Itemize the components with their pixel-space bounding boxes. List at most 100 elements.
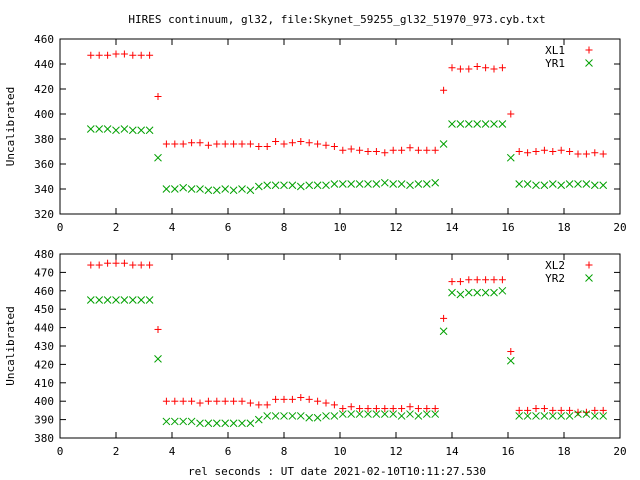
x-tick-label: 10 <box>333 221 346 234</box>
data-point-YR1 <box>565 180 574 188</box>
data-point-YR2 <box>221 419 230 428</box>
data-point-YR2 <box>498 286 507 295</box>
x-tick-label: 16 <box>501 221 514 234</box>
data-point-XL1 <box>95 51 103 59</box>
data-point-YR2 <box>557 412 566 420</box>
data-point-XL2 <box>196 399 204 407</box>
legend-label-XL2: XL2 <box>545 259 565 272</box>
panel-bottom: 0 2 4 6 8 10 12 14 16 18 20 380 390 400 410 420 430 440 45… <box>4 248 627 458</box>
data-point-XL2 <box>431 405 439 413</box>
legend-marker-XL2 <box>585 261 593 269</box>
y-tick-label: 410 <box>34 377 54 390</box>
data-point-YR2 <box>246 419 255 428</box>
data-point-YR1 <box>364 180 372 188</box>
data-point-YR2 <box>162 417 171 426</box>
x-tick-label: 14 <box>445 445 459 458</box>
data-point-YR1 <box>254 182 263 191</box>
y-tick-label: 380 <box>34 133 54 146</box>
data-point-YR1 <box>540 181 549 190</box>
data-point-XL1 <box>347 145 355 153</box>
data-point-XL1 <box>364 148 372 155</box>
data-point-YR1 <box>557 181 566 190</box>
data-point-XL2 <box>540 405 548 413</box>
y-tick-label: 360 <box>34 158 54 171</box>
data-point-YR1 <box>422 180 431 188</box>
legend-marker-YR1 <box>585 59 593 67</box>
data-point-YR2 <box>254 415 263 424</box>
data-point-YR1 <box>473 120 482 128</box>
data-point-YR1 <box>137 126 146 135</box>
data-point-XL1 <box>389 146 397 154</box>
data-point-XL1 <box>566 148 574 155</box>
data-point-XL2 <box>129 261 137 269</box>
data-point-XL2 <box>356 405 364 413</box>
data-point-YR1 <box>112 126 120 135</box>
data-point-XL2 <box>255 401 263 409</box>
data-point-XL1 <box>204 141 212 149</box>
data-point-XL2 <box>314 397 322 405</box>
data-point-XL1 <box>507 110 515 118</box>
data-point-XL2 <box>322 399 330 407</box>
data-point-XL2 <box>456 278 464 286</box>
data-point-XL1 <box>288 139 296 147</box>
data-point-XL1 <box>263 143 271 150</box>
data-point-YR2 <box>490 288 498 297</box>
data-point-XL1 <box>87 51 95 59</box>
data-point-YR1 <box>305 181 314 190</box>
data-point-XL2 <box>120 259 128 267</box>
data-point-XL2 <box>515 406 523 414</box>
data-point-XL1 <box>599 150 607 158</box>
data-point-YR2 <box>204 419 213 428</box>
data-point-YR1 <box>397 180 406 188</box>
x-tick-label: 18 <box>557 445 570 458</box>
data-point-XL1 <box>171 140 179 148</box>
data-point-XL2 <box>490 276 498 284</box>
data-point-XL1 <box>515 148 523 155</box>
data-point-YR1 <box>389 180 398 188</box>
y-tick-label: 400 <box>34 395 54 408</box>
data-point-XL1 <box>120 50 128 58</box>
y-axis-label-top: Uncalibrated <box>4 87 17 166</box>
data-point-YR2 <box>86 296 95 304</box>
chart-title: HIRES continuum, gl32, file:Skynet_59255… <box>128 13 545 26</box>
data-point-XL1 <box>591 149 599 157</box>
series-XL1 <box>87 50 607 158</box>
data-point-XL1 <box>129 51 137 59</box>
data-point-YR1 <box>515 180 524 188</box>
data-point-YR2 <box>364 410 372 418</box>
data-point-YR2 <box>137 296 146 304</box>
data-point-YR2 <box>263 412 272 420</box>
x-tick-label: 2 <box>113 445 120 458</box>
data-point-XL2 <box>87 261 95 269</box>
data-point-XL1 <box>557 146 565 154</box>
data-point-YR2 <box>145 296 154 304</box>
data-point-XL2 <box>372 405 380 413</box>
y-tick-label: 420 <box>34 83 54 96</box>
data-point-XL2 <box>213 397 221 405</box>
data-point-YR2 <box>95 296 104 304</box>
data-point-XL2 <box>112 259 120 267</box>
data-point-YR2 <box>238 419 246 428</box>
data-point-XL1 <box>221 140 229 148</box>
data-point-YR2 <box>338 410 347 418</box>
data-point-YR1 <box>229 186 238 195</box>
data-point-XL1 <box>582 150 590 158</box>
data-point-XL2 <box>339 405 347 413</box>
y-axis-label-bottom: Uncalibrated <box>4 306 17 385</box>
data-point-YR2 <box>280 412 288 420</box>
data-point-XL1 <box>246 140 254 148</box>
data-point-XL1 <box>196 139 204 147</box>
data-point-XL1 <box>549 148 557 155</box>
data-point-YR2 <box>187 417 196 426</box>
data-point-XL1 <box>112 50 120 58</box>
x-tick-label: 4 <box>169 221 176 234</box>
legend-marker-XL1 <box>585 46 593 54</box>
data-point-YR1 <box>582 180 591 188</box>
data-point-YR2 <box>540 412 549 420</box>
data-point-YR2 <box>574 410 582 418</box>
data-point-YR1 <box>322 181 330 190</box>
data-point-YR2 <box>448 288 456 297</box>
data-point-YR1 <box>574 180 582 188</box>
data-point-YR2 <box>565 412 574 420</box>
